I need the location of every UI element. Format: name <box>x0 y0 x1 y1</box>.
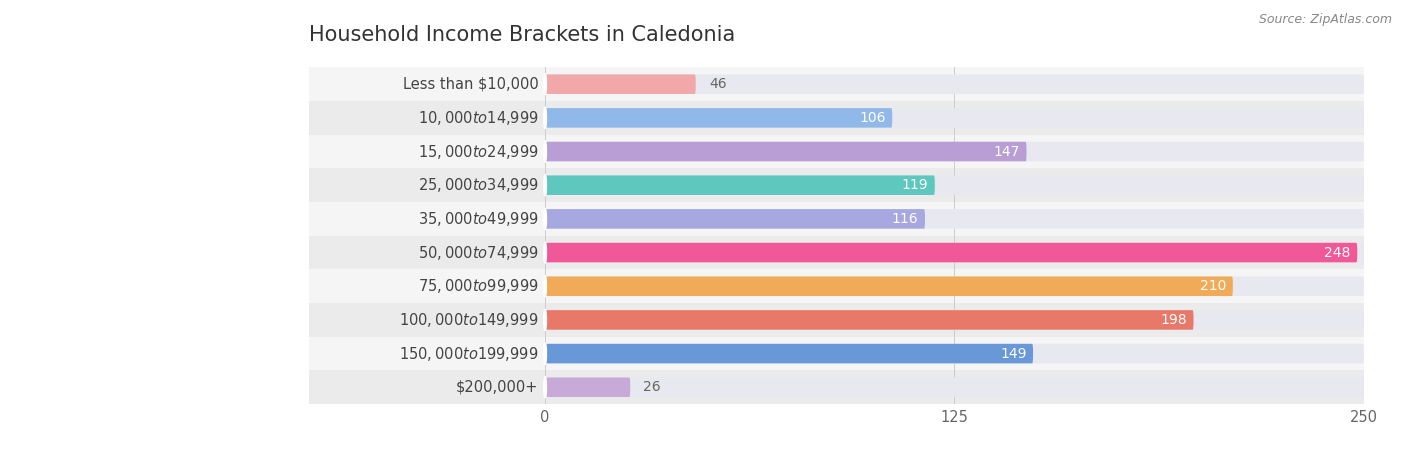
FancyBboxPatch shape <box>546 277 1364 296</box>
Text: $35,000 to $49,999: $35,000 to $49,999 <box>418 210 538 228</box>
Text: 210: 210 <box>1199 279 1226 293</box>
FancyBboxPatch shape <box>546 310 1194 330</box>
Circle shape <box>544 242 546 263</box>
FancyBboxPatch shape <box>546 75 696 94</box>
FancyBboxPatch shape <box>546 277 1233 296</box>
FancyBboxPatch shape <box>546 310 1364 330</box>
Text: 149: 149 <box>1000 347 1026 361</box>
Text: 46: 46 <box>709 77 727 91</box>
FancyBboxPatch shape <box>546 176 935 195</box>
Bar <box>309 337 1364 370</box>
Text: $25,000 to $34,999: $25,000 to $34,999 <box>418 176 538 194</box>
Circle shape <box>544 209 546 229</box>
Bar <box>309 67 1364 101</box>
Bar <box>309 370 1364 404</box>
Text: 26: 26 <box>644 380 661 394</box>
FancyBboxPatch shape <box>546 378 630 397</box>
Text: Source: ZipAtlas.com: Source: ZipAtlas.com <box>1258 13 1392 26</box>
Text: 119: 119 <box>901 178 928 192</box>
Circle shape <box>544 310 546 330</box>
Bar <box>309 269 1364 303</box>
Bar <box>309 236 1364 269</box>
FancyBboxPatch shape <box>546 209 1364 229</box>
FancyBboxPatch shape <box>546 344 1364 363</box>
Text: $200,000+: $200,000+ <box>456 380 538 395</box>
FancyBboxPatch shape <box>546 75 1364 94</box>
Text: $150,000 to $199,999: $150,000 to $199,999 <box>399 344 538 363</box>
Circle shape <box>544 141 546 162</box>
Text: 106: 106 <box>859 111 886 125</box>
FancyBboxPatch shape <box>546 378 1364 397</box>
Text: $75,000 to $99,999: $75,000 to $99,999 <box>418 277 538 295</box>
FancyBboxPatch shape <box>546 176 1364 195</box>
FancyBboxPatch shape <box>546 108 893 128</box>
Bar <box>309 202 1364 236</box>
FancyBboxPatch shape <box>546 142 1026 161</box>
Bar <box>309 303 1364 337</box>
Text: $50,000 to $74,999: $50,000 to $74,999 <box>418 243 538 262</box>
Text: 198: 198 <box>1160 313 1187 327</box>
FancyBboxPatch shape <box>546 243 1364 262</box>
FancyBboxPatch shape <box>546 344 1033 363</box>
Circle shape <box>544 108 546 128</box>
Circle shape <box>544 74 546 94</box>
FancyBboxPatch shape <box>546 142 1364 161</box>
Bar <box>309 168 1364 202</box>
Text: $10,000 to $14,999: $10,000 to $14,999 <box>418 109 538 127</box>
Text: Household Income Brackets in Caledonia: Household Income Brackets in Caledonia <box>309 26 735 45</box>
FancyBboxPatch shape <box>546 243 1357 262</box>
Circle shape <box>544 377 546 397</box>
Text: 116: 116 <box>891 212 918 226</box>
Circle shape <box>544 276 546 296</box>
Circle shape <box>544 343 546 364</box>
Circle shape <box>544 175 546 195</box>
FancyBboxPatch shape <box>546 108 1364 128</box>
Text: Less than $10,000: Less than $10,000 <box>402 77 538 92</box>
Bar <box>309 135 1364 168</box>
Text: 147: 147 <box>994 145 1019 158</box>
FancyBboxPatch shape <box>546 209 925 229</box>
Bar <box>309 101 1364 135</box>
Text: $100,000 to $149,999: $100,000 to $149,999 <box>399 311 538 329</box>
Text: $15,000 to $24,999: $15,000 to $24,999 <box>418 142 538 161</box>
Text: 248: 248 <box>1324 246 1351 260</box>
